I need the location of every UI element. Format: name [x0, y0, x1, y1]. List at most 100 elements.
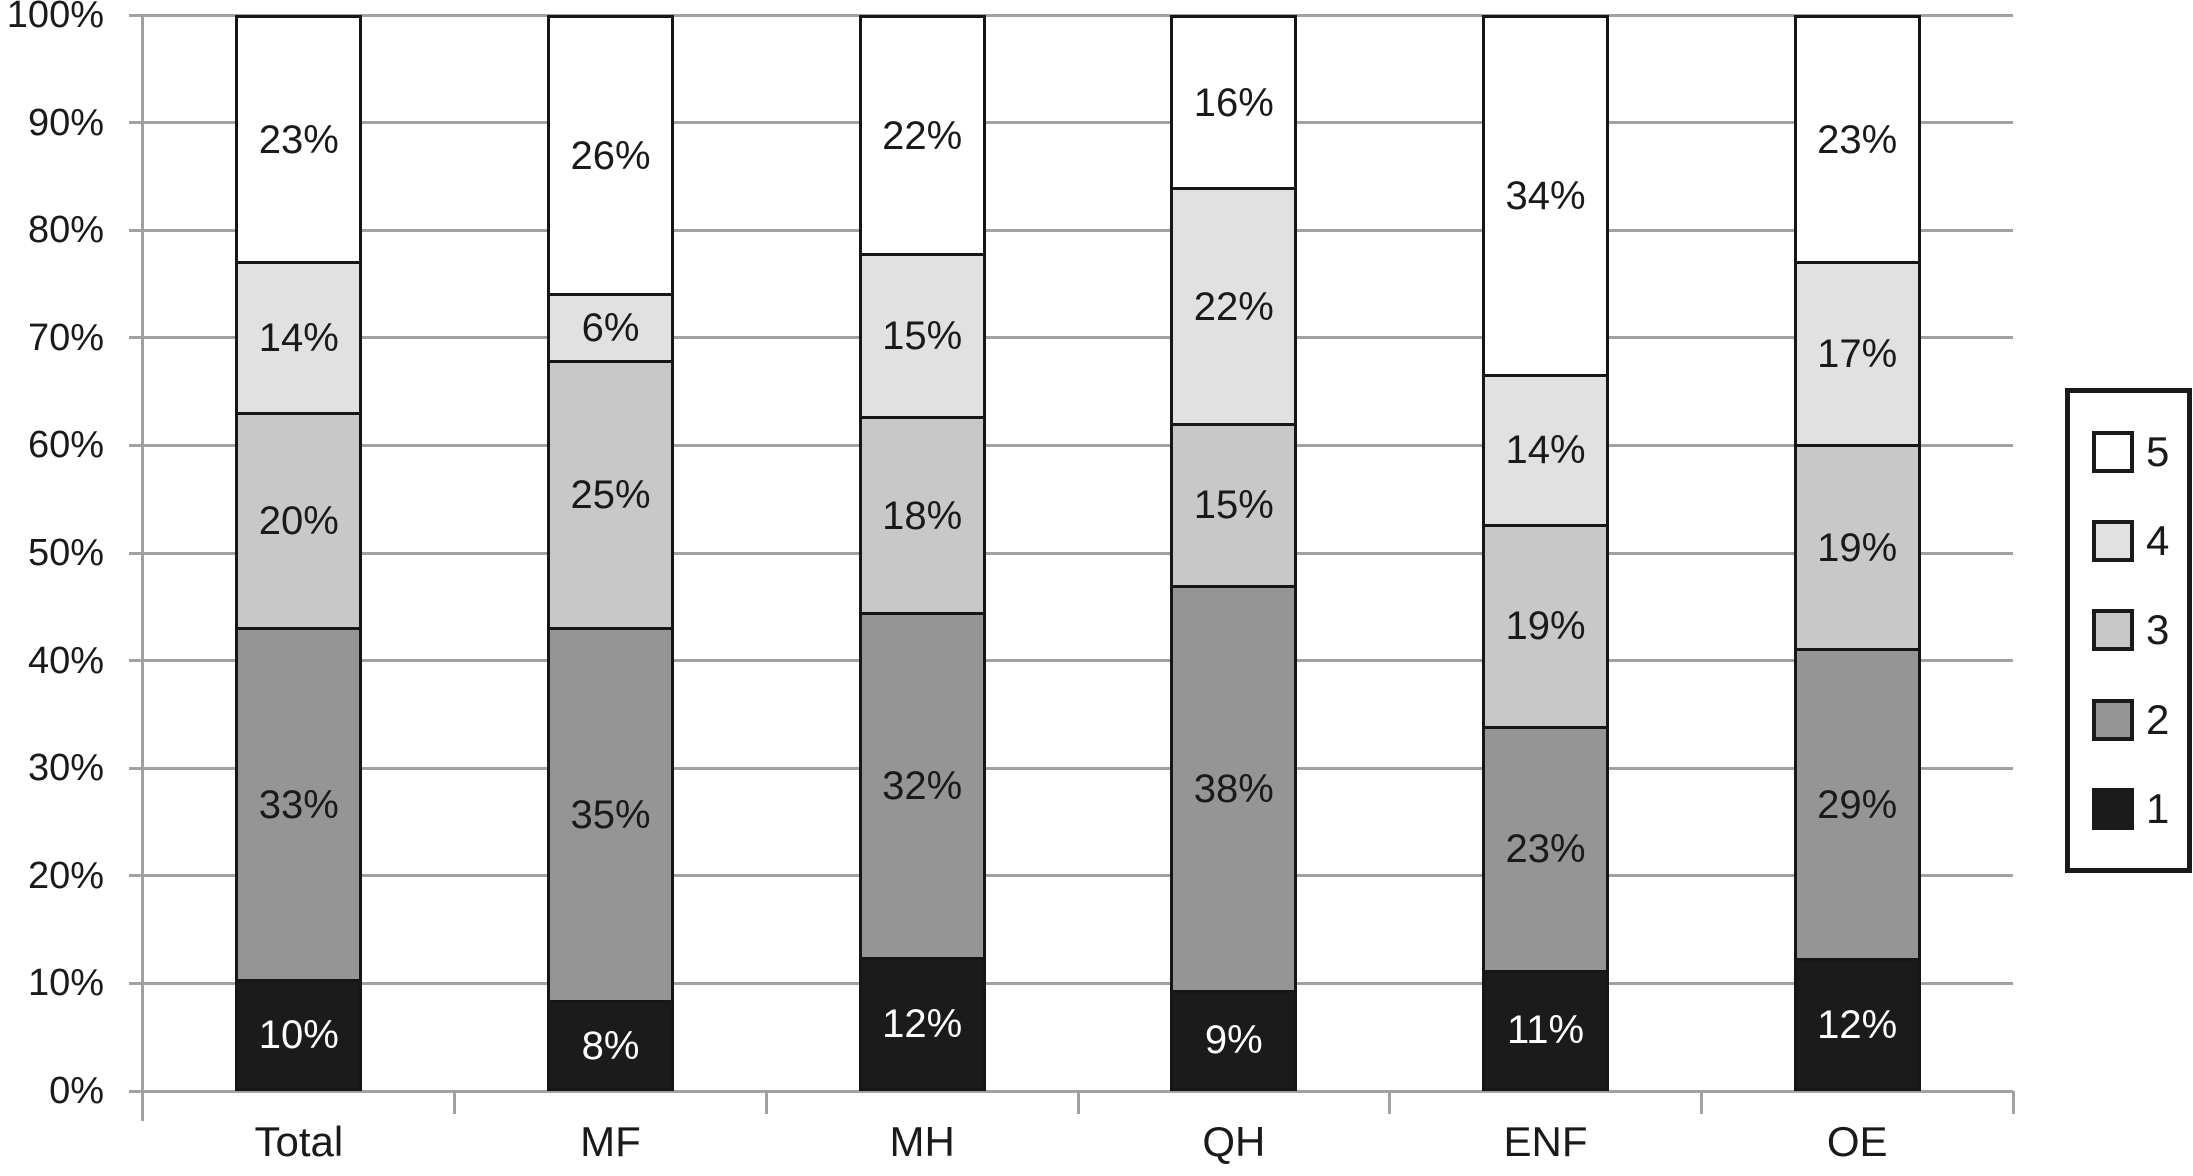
bar-segment-series-2: 35%	[550, 627, 671, 1001]
segment-data-label: 15%	[1193, 483, 1274, 528]
segment-data-label: 6%	[581, 305, 640, 350]
y-tick-label: 0%	[49, 1070, 104, 1112]
segment-data-label: 9%	[1204, 1018, 1263, 1063]
x-category-label-mh: MH	[889, 1118, 955, 1165]
bar-segment-series-2: 23%	[1485, 725, 1606, 970]
legend-swatch-icon	[2092, 430, 2134, 473]
y-tick-label: 100%	[6, 0, 104, 36]
gridline	[129, 121, 2013, 125]
segment-data-label: 16%	[1193, 80, 1274, 125]
segment-data-label: 14%	[258, 316, 339, 361]
y-tick-label: 60%	[27, 424, 104, 467]
bar-segment-series-2: 38%	[1173, 584, 1295, 990]
bar-mh: 22% 15% 18% 32% 12%	[858, 15, 986, 1091]
segment-data-label: 32%	[882, 763, 963, 808]
gridline	[129, 874, 2013, 878]
gridline	[129, 13, 2013, 17]
bar-segment-series-5: 22%	[861, 18, 983, 254]
plot-area: 23% 14% 20% 33% 10% 26% 6% 25% 35% 8% 22% 15% 18% 32%…	[129, 13, 2015, 1121]
bar-segment-series-2: 33%	[238, 627, 360, 980]
y-tick-label: 80%	[27, 209, 104, 252]
gridline	[129, 336, 2013, 340]
bar-segment-series-2: 32%	[861, 611, 983, 957]
legend-label: 2	[2146, 695, 2170, 743]
gridline	[129, 981, 2013, 985]
y-axis-line	[141, 15, 144, 1121]
legend-label: 1	[2146, 785, 2170, 833]
x-category-label-total: Total	[254, 1118, 344, 1165]
x-axis-tick	[1699, 1091, 1703, 1114]
gridline	[129, 551, 2013, 555]
bar-mf: 26% 6% 25% 35% 8%	[547, 15, 674, 1091]
x-axis-tick	[1388, 1091, 1392, 1114]
gridline	[129, 659, 2013, 663]
bar-segment-series-3: 25%	[550, 359, 671, 628]
segment-data-label: 25%	[570, 472, 651, 517]
segment-data-label: 34%	[1505, 174, 1586, 219]
bar-segment-series-1: 12%	[1796, 958, 1918, 1088]
bar-qh: 16% 22% 15% 38% 9%	[1170, 15, 1298, 1091]
segment-data-label: 14%	[1505, 428, 1586, 473]
bar-segment-series-5: 23%	[1796, 18, 1918, 262]
bar-segment-series-1: 12%	[861, 956, 983, 1088]
legend-swatch-icon	[2092, 698, 2134, 741]
legend: 5 4 3 2 1	[2065, 388, 2192, 873]
legend-label: 5	[2146, 427, 2170, 475]
x-axis-tick	[453, 1091, 457, 1114]
legend-item-4: 4	[2070, 517, 2187, 565]
gridline	[129, 766, 2013, 770]
gridline	[129, 443, 2013, 447]
segment-data-label: 23%	[258, 117, 339, 162]
segment-data-label: 22%	[882, 113, 963, 158]
segment-data-label: 10%	[258, 1013, 339, 1058]
bar-segment-series-4: 14%	[238, 261, 360, 413]
segment-data-label: 11%	[1506, 1008, 1585, 1053]
bar-segment-series-1: 8%	[550, 1000, 671, 1088]
legend-item-1: 1	[2070, 785, 2187, 833]
x-category-label-enf: ENF	[1503, 1118, 1588, 1165]
legend-item-2: 2	[2070, 695, 2187, 743]
legend-item-5: 5	[2070, 427, 2187, 475]
x-axis-tick	[1076, 1091, 1080, 1114]
legend-swatch-icon	[2092, 609, 2134, 652]
legend-label: 4	[2146, 517, 2170, 565]
bar-segment-series-4: 6%	[550, 293, 671, 360]
x-category-label-oe: OE	[1826, 1118, 1888, 1165]
segment-data-label: 20%	[258, 499, 339, 544]
bar-segment-series-1: 11%	[1485, 969, 1606, 1089]
segment-data-label: 19%	[1817, 525, 1898, 570]
x-axis-line	[129, 1089, 2013, 1093]
segment-data-label: 12%	[1817, 1002, 1898, 1047]
bar-segment-series-5: 16%	[1173, 18, 1295, 188]
segment-data-label: 35%	[570, 793, 651, 838]
bar-segment-series-1: 9%	[1173, 989, 1295, 1089]
segment-data-label: 8%	[581, 1023, 640, 1068]
legend-swatch-icon	[2092, 788, 2134, 831]
segment-data-label: 26%	[570, 133, 651, 178]
y-tick-label: 50%	[27, 532, 104, 574]
x-axis-tick	[764, 1091, 768, 1114]
bar-segment-series-3: 19%	[1796, 444, 1918, 649]
segment-data-label: 17%	[1817, 332, 1898, 377]
legend-label: 3	[2146, 606, 2170, 654]
bar-segment-series-5: 26%	[550, 18, 671, 294]
bar-oe: 23% 17% 19% 29% 12%	[1793, 15, 1921, 1091]
x-category-label-qh: QH	[1202, 1118, 1266, 1165]
segment-data-label: 19%	[1505, 604, 1586, 649]
bar-segment-series-3: 20%	[238, 412, 360, 628]
segment-data-label: 23%	[1505, 827, 1586, 872]
bar-segment-series-3: 18%	[861, 416, 983, 612]
bar-segment-series-5: 34%	[1485, 18, 1606, 375]
segment-data-label: 18%	[882, 493, 963, 538]
bar-segment-series-3: 15%	[1173, 423, 1295, 585]
bar-segment-series-4: 14%	[1485, 374, 1606, 524]
y-tick-label: 10%	[27, 962, 104, 1005]
y-tick-label: 90%	[27, 101, 104, 144]
y-tick-label: 40%	[27, 639, 104, 682]
bar-segment-series-3: 19%	[1485, 523, 1606, 726]
y-tick-label: 30%	[27, 747, 104, 790]
segment-data-label: 12%	[882, 1001, 963, 1046]
bar-total: 23% 14% 20% 33% 10%	[235, 15, 363, 1091]
segment-data-label: 33%	[258, 782, 339, 827]
